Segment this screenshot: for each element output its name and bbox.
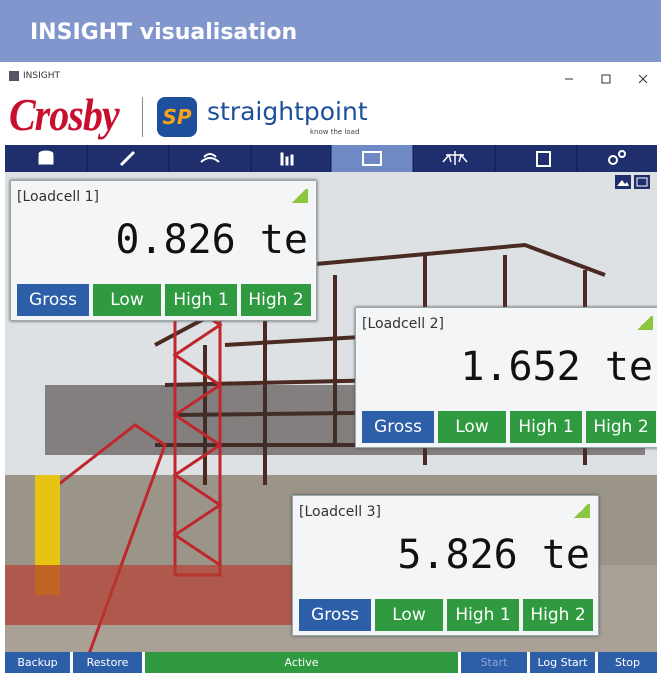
footer-button[interactable]: Active (145, 652, 458, 673)
mode-button[interactable]: High 1 (447, 599, 519, 631)
footer-button[interactable]: Start (461, 652, 527, 673)
footer-button[interactable]: Log Start (530, 652, 595, 673)
signal-icon (635, 316, 653, 330)
header-title: INSIGHT visualisation (30, 20, 297, 45)
window-controls[interactable] (555, 69, 655, 89)
crosby-logo: Crosby (9, 87, 119, 141)
loadcell-reading: 1.652 te (460, 344, 653, 390)
mode-button[interactable]: High 2 (586, 411, 656, 443)
mode-button[interactable]: High 1 (510, 411, 582, 443)
divider (142, 97, 143, 137)
mode-button[interactable]: Gross (362, 411, 434, 443)
mode-button[interactable]: High 2 (241, 284, 311, 316)
mode-button[interactable]: Low (438, 411, 506, 443)
brand: straightpoint (207, 97, 368, 126)
app-icon (9, 71, 19, 81)
signal-icon (572, 504, 590, 518)
mode-button[interactable]: Low (93, 284, 161, 316)
loadcell-label: [Loadcell 3] (299, 504, 381, 520)
mode-button[interactable]: High 1 (165, 284, 237, 316)
sp-icon: SP (157, 97, 197, 137)
header: INSIGHT visualisation (0, 0, 661, 62)
signal-icon (290, 189, 308, 203)
loadcell-label: [Loadcell 2] (362, 316, 444, 332)
footer-button[interactable]: Restore (73, 652, 142, 673)
window-title: INSIGHT (23, 71, 60, 81)
loadcell-reading: 5.826 te (397, 532, 590, 578)
mode-button[interactable]: Low (375, 599, 443, 631)
mode-button[interactable]: Gross (17, 284, 89, 316)
footer-button[interactable]: Backup (5, 652, 70, 673)
mode-button[interactable]: High 2 (523, 599, 593, 631)
tagline: know the load (310, 128, 359, 136)
page: INSIGHT visualisation INSIGHT Crosby SP … (0, 0, 661, 673)
app-window: INSIGHT Crosby SP straightpoint know the… (5, 67, 657, 673)
mode-button[interactable]: Gross (299, 599, 371, 631)
loadcell-reading: 0.826 te (115, 217, 308, 263)
footer-button[interactable]: Stop (598, 652, 657, 673)
loadcell-label: [Loadcell 1] (17, 189, 99, 205)
